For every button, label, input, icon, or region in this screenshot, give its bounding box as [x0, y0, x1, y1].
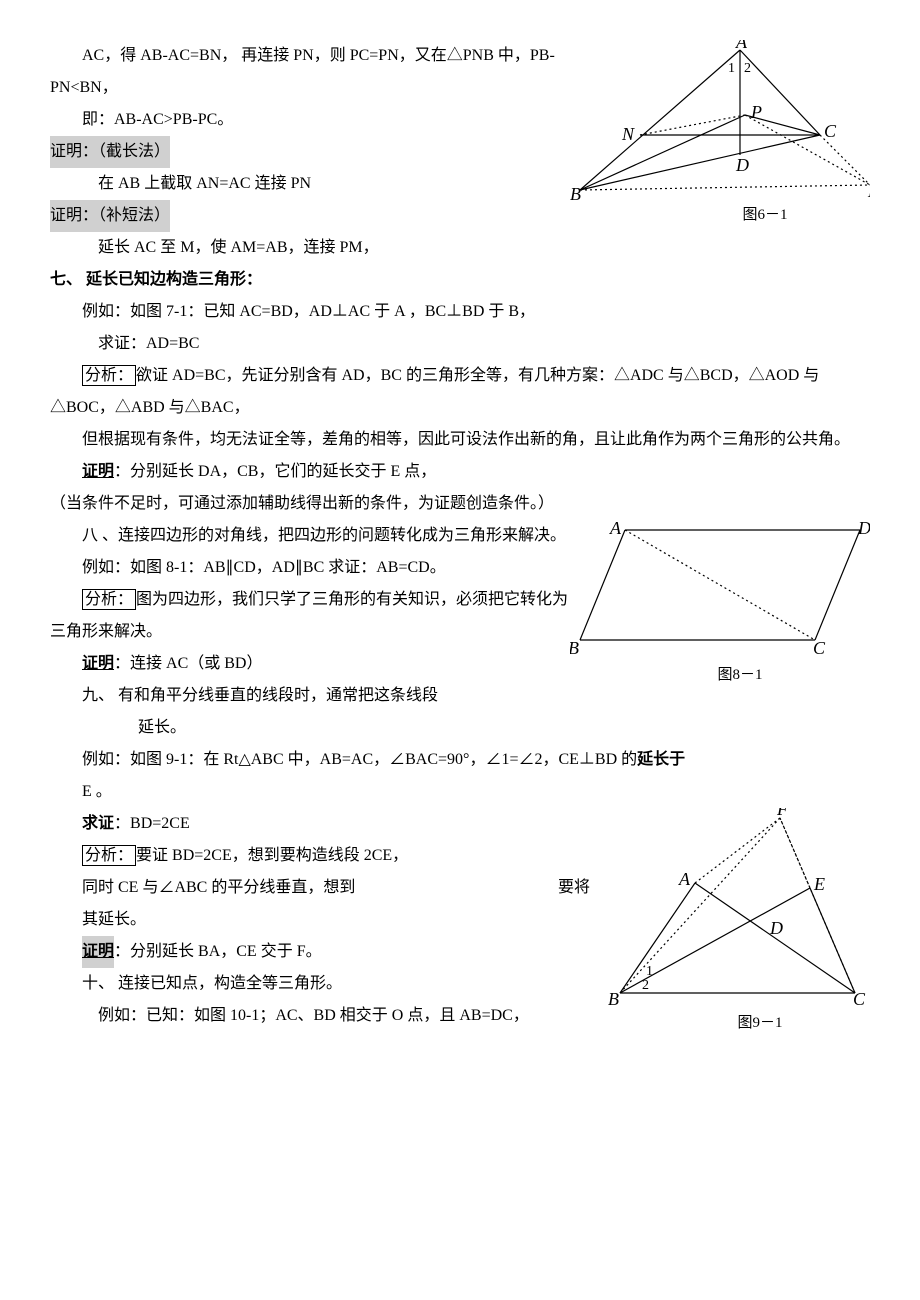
line-9: 证明：分别延长 DA，CB，它们的延长交于 E 点，: [50, 456, 870, 488]
line-17: 求证：BD=2CE: [50, 808, 590, 840]
line-5: 例如：如图 7-1：已知 AC=BD，AD⊥AC 于 A ，BC⊥BD 于 B，: [50, 296, 870, 328]
sec-9a: 九、 有和角平分线垂直的线段时，通常把这条线段: [50, 680, 570, 712]
line-14: 证明：连接 AC（或 BD）: [50, 648, 570, 680]
svg-text:C: C: [853, 989, 866, 1008]
sec9-text: 求证：BD=2CE 分析：要证 BD=2CE，想到要构造线段 2CE， 同时 C…: [50, 808, 590, 1032]
svg-text:C: C: [813, 638, 826, 658]
svg-text:1: 1: [728, 61, 735, 76]
block-8: 八 、连接四边形的对角线，把四边形的问题转化成为三角形来解决。 例如：如图 8-…: [50, 520, 870, 744]
svg-text:M: M: [867, 181, 870, 200]
line-13: 分析：图为四边形，我们只学了三角形的有关知识，必须把它转化为三角形来解决。: [50, 584, 570, 648]
line-10: （当条件不足时，可通过添加辅助线得出新的条件，为证题创造条件。）: [50, 488, 870, 520]
svg-text:1: 1: [646, 964, 653, 979]
figure-6-1: A B C M N P D 12 图6－1: [570, 40, 870, 230]
line-2: 即：AB-AC>PB-PC。: [50, 104, 570, 136]
svg-text:N: N: [621, 124, 635, 144]
line-8: 但根据现有条件，均无法证全等，差角的相等，因此可设法作出新的角，且让此角作为两个…: [50, 424, 870, 456]
fig6-label: 图6－1: [570, 200, 870, 230]
sec-9b: 延长。: [50, 712, 570, 744]
proof-cut: 证明：（截长法）: [50, 136, 570, 168]
block-9: 求证：BD=2CE 分析：要证 BD=2CE，想到要构造线段 2CE， 同时 C…: [50, 808, 870, 1038]
fig8-label: 图8－1: [570, 660, 870, 690]
svg-text:D: D: [735, 155, 749, 175]
svg-text:A: A: [609, 520, 622, 538]
line-19c: 其延长。: [50, 904, 590, 936]
figure-9-1: F A E D B C 12 图9－1: [590, 808, 870, 1038]
line-20: 证明：分别延长 BA，CE 交于 F。: [50, 936, 590, 968]
line-11: 八 、连接四边形的对角线，把四边形的问题转化成为三角形来解决。: [50, 520, 570, 552]
proof-ext: 证明：（补短法）: [50, 200, 570, 232]
block-top: AC，得 AB-AC=BN， 再连接 PN，则 PC=PN，又在△PNB 中，P…: [50, 40, 870, 264]
svg-text:E: E: [813, 874, 825, 894]
fig8-svg: A D B C: [570, 520, 870, 660]
svg-text:A: A: [735, 40, 748, 52]
line-21: 例如：已知：如图 10-1；AC、BD 相交于 O 点，且 AB=DC，: [50, 1000, 590, 1032]
line-4: 延长 AC 至 M，使 AM=AB，连接 PM，: [50, 232, 570, 264]
line-3: 在 AB 上截取 AN=AC 连接 PN: [50, 168, 570, 200]
figure-8-1: A D B C 图8－1: [570, 520, 870, 690]
svg-text:P: P: [750, 102, 762, 122]
svg-text:D: D: [769, 918, 783, 938]
fig6-svg: A B C M N P D 12: [570, 40, 870, 200]
svg-text:D: D: [857, 520, 870, 538]
sec8-text: 八 、连接四边形的对角线，把四边形的问题转化成为三角形来解决。 例如：如图 8-…: [50, 520, 570, 744]
line-18: 分析：要证 BD=2CE，想到要构造线段 2CE，: [50, 840, 590, 872]
svg-text:C: C: [824, 121, 837, 141]
line-6: 求证：AD=BC: [50, 328, 870, 360]
top-text: AC，得 AB-AC=BN， 再连接 PN，则 PC=PN，又在△PNB 中，P…: [50, 40, 570, 264]
svg-text:B: B: [570, 638, 579, 658]
line-16: E 。: [50, 776, 870, 808]
line-12: 例如：如图 8-1：AB∥CD，AD∥BC 求证：AB=CD。: [50, 552, 570, 584]
section-10-title: 十、 连接已知点，构造全等三角形。: [50, 968, 590, 1000]
svg-text:B: B: [608, 989, 619, 1008]
line-1: AC，得 AB-AC=BN， 再连接 PN，则 PC=PN，又在△PNB 中，P…: [50, 40, 570, 104]
line-15: 例如：如图 9-1：在 Rt△ABC 中，AB=AC，∠BAC=90°，∠1=∠…: [50, 744, 870, 776]
svg-text:F: F: [776, 808, 789, 819]
fig9-label: 图9－1: [590, 1008, 870, 1038]
section-7-title: 七、 延长已知边构造三角形：: [50, 264, 870, 296]
svg-text:A: A: [678, 869, 691, 889]
line-7: 分析：欲证 AD=BC，先证分别含有 AD，BC 的三角形全等，有几种方案：△A…: [50, 360, 870, 424]
svg-text:2: 2: [642, 978, 649, 993]
svg-text:B: B: [570, 184, 581, 200]
line-19a: 同时 CE 与∠ABC 的平分线垂直，想到要将: [50, 872, 590, 904]
svg-text:2: 2: [744, 61, 751, 76]
fig9-svg: F A E D B C 12: [590, 808, 870, 1008]
